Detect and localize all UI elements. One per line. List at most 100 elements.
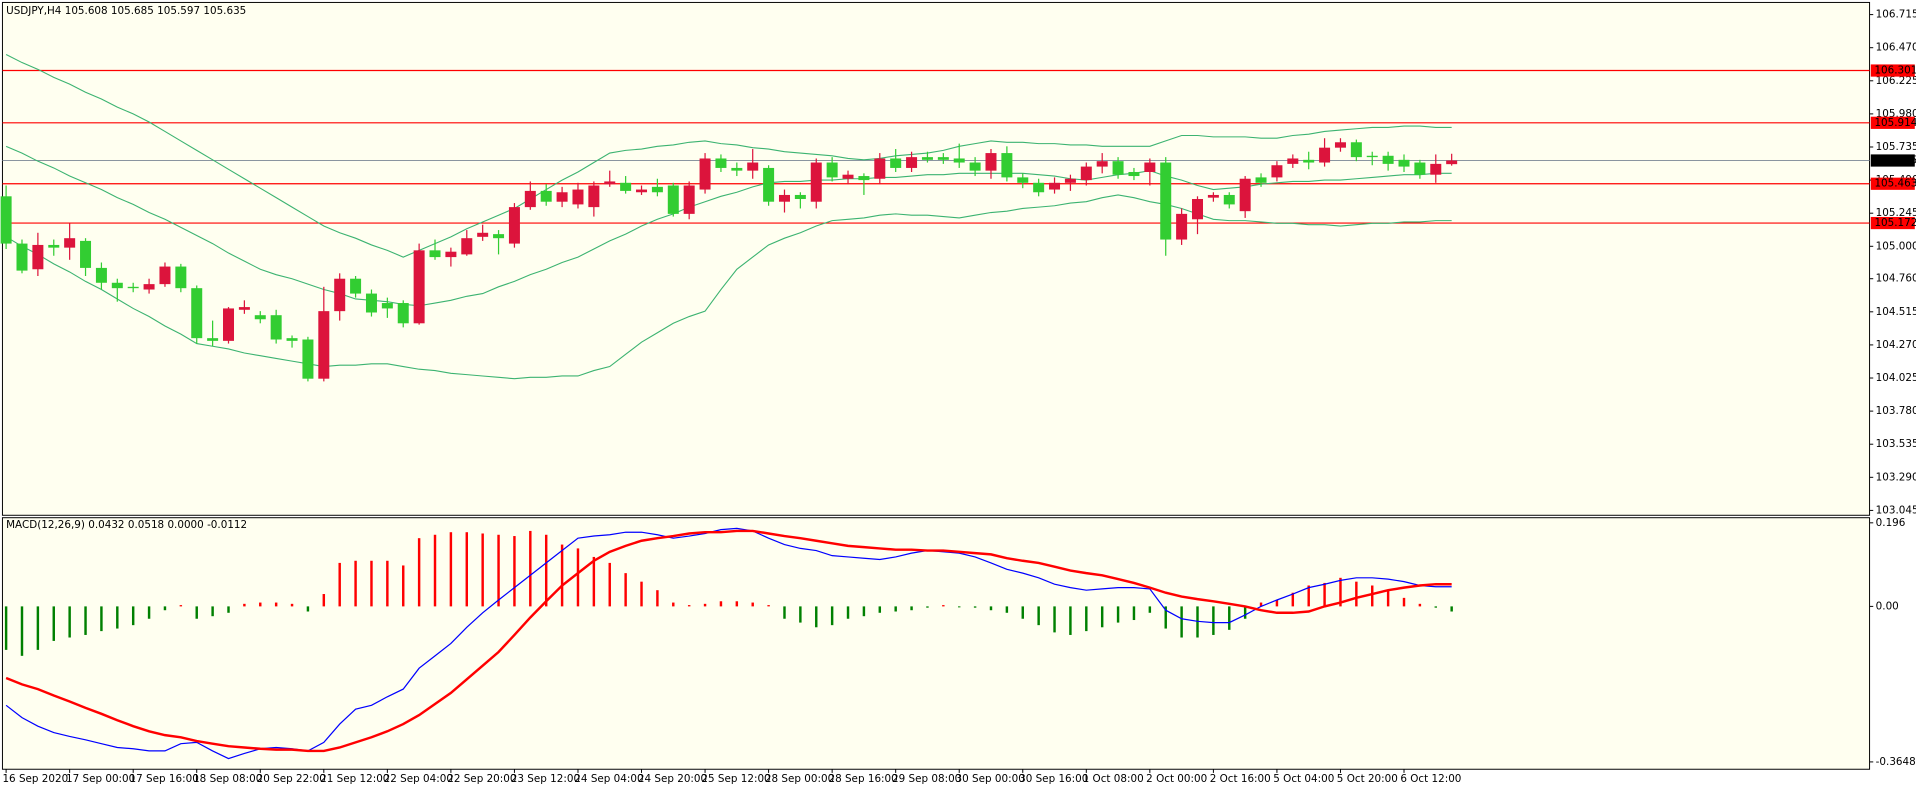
histogram-bar [84, 606, 87, 635]
histogram-bar [910, 606, 913, 611]
level-label: 105.914 [1874, 117, 1916, 129]
histogram-bar [1355, 581, 1358, 607]
histogram-bar [259, 602, 262, 607]
candle-body [1112, 161, 1124, 175]
histogram-bar [576, 548, 580, 607]
histogram-bar [624, 573, 627, 607]
histogram-bar [1243, 606, 1247, 619]
histogram-bar [1339, 577, 1342, 607]
histogram-bar [163, 606, 167, 611]
level-label: 105.172 [1874, 217, 1916, 229]
histogram-bar [36, 606, 40, 650]
x-tick-label: 30 Sep 16:00 [1019, 773, 1088, 785]
price-panel [1, 1, 1871, 516]
candle-body [763, 167, 775, 202]
histogram-bar [306, 606, 310, 612]
histogram-bar [989, 606, 993, 611]
histogram-bar [1005, 606, 1009, 613]
candle-body [477, 232, 489, 237]
y-tick-label: 104.760 [1876, 273, 1916, 285]
histogram-bar [1402, 597, 1406, 607]
histogram-bar [211, 606, 214, 617]
histogram-bar [672, 602, 675, 607]
histogram-bar [1069, 606, 1072, 635]
histogram-bar [942, 605, 945, 607]
candle-body [556, 192, 568, 202]
histogram-bar [449, 532, 453, 607]
candle-body [715, 158, 727, 168]
histogram-bar [1259, 602, 1263, 607]
histogram-bar [465, 532, 469, 607]
candle-body [493, 234, 505, 239]
histogram-bar [1386, 590, 1390, 607]
candle-body [445, 251, 457, 258]
candle-body [1096, 161, 1108, 167]
candle-body [318, 311, 330, 379]
candle-body [683, 185, 695, 214]
histogram-bar [815, 606, 818, 628]
histogram-bar [830, 606, 834, 626]
candle-body [1223, 194, 1235, 205]
histogram-bar [20, 606, 24, 656]
x-tick-label: 22 Sep 04:00 [384, 773, 453, 785]
candle-body [1176, 213, 1188, 240]
x-tick-label: 6 Oct 12:00 [1400, 773, 1461, 785]
x-tick-label: 28 Sep 16:00 [828, 773, 897, 785]
candle-body [191, 288, 203, 339]
histogram-bar [640, 581, 643, 607]
x-tick-label: 16 Sep 2020 [2, 773, 68, 785]
chart-title: USDJPY,H4 105.608 105.685 105.597 105.63… [6, 5, 246, 17]
histogram-bar [1275, 599, 1279, 607]
candle-body [1319, 147, 1331, 163]
candle-body [985, 153, 997, 171]
histogram-bar [1418, 603, 1422, 607]
candle-body [1366, 155, 1378, 158]
candle-body [254, 315, 266, 320]
candle-body [143, 284, 155, 290]
line-series [5, 529, 1452, 753]
candle-body [1080, 166, 1092, 181]
x-tick-label: 24 Sep 04:00 [574, 773, 643, 785]
candle-body [1239, 178, 1251, 212]
histogram-bar [1037, 606, 1040, 626]
x-tick-label: 22 Sep 20:00 [447, 773, 516, 785]
candle-body [794, 194, 806, 200]
histogram-bar [274, 602, 278, 607]
line-series [5, 53, 1452, 258]
x-tick-label: 5 Oct 20:00 [1337, 773, 1398, 785]
histogram-bar [354, 560, 357, 607]
histogram-bar [719, 601, 723, 607]
candle-body [1303, 159, 1315, 163]
x-tick-label: 17 Sep 16:00 [130, 773, 199, 785]
candle-body [286, 338, 298, 341]
y-tick-label: 104.025 [1876, 372, 1916, 384]
histogram-bar [386, 560, 389, 607]
candle-body [1017, 177, 1029, 183]
candle-body [1430, 163, 1442, 175]
candle-body [207, 338, 219, 341]
x-tick-label: 5 Oct 04:00 [1273, 773, 1334, 785]
candle-body [302, 339, 314, 379]
candle-body [95, 267, 107, 283]
candle-body [1398, 159, 1410, 167]
candle-body [588, 185, 600, 208]
candle-body [604, 181, 616, 185]
histogram-bar [1371, 585, 1374, 607]
last-price-label: 105.635 [1874, 155, 1916, 167]
histogram-bar [116, 606, 119, 629]
candle-body [620, 182, 632, 191]
histogram-bar [846, 606, 850, 619]
histogram-bar [147, 606, 151, 619]
histogram-bar [433, 534, 437, 607]
x-tick-label: 30 Sep 00:00 [956, 773, 1025, 785]
candle-body [1446, 160, 1458, 165]
histogram-bar [227, 606, 230, 613]
histogram-bar [290, 603, 294, 607]
candle-body [16, 243, 28, 271]
histogram-bar [735, 601, 739, 607]
candle-body [159, 266, 171, 285]
candle-body [1382, 155, 1394, 164]
candle-body [270, 315, 282, 340]
